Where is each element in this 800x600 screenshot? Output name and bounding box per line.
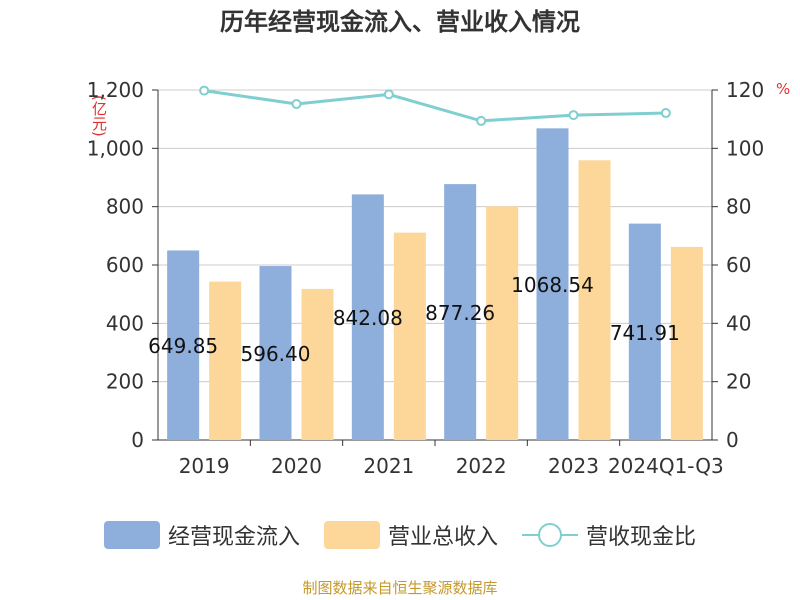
- y-right-tick-label: 120: [726, 78, 764, 102]
- y-left-tick-label: 200: [106, 370, 144, 394]
- y-left-tick-label: 600: [106, 253, 144, 277]
- series-line-ratio: [203, 89, 666, 123]
- right-axis-unit: %: [776, 80, 791, 98]
- legend-label-cash-inflow: 经营现金流入: [167, 525, 300, 550]
- legend-item-revenue[interactable]: 营业总收入: [323, 519, 498, 551]
- data-label-cash-inflow: 596.40: [241, 342, 311, 366]
- y-right-tick-label: 20: [726, 370, 751, 394]
- data-label-cash-inflow: 1068.54: [511, 273, 594, 297]
- point-ratio: [476, 115, 487, 126]
- bar-cash-inflow: [444, 184, 477, 440]
- bar-revenue: [209, 281, 242, 440]
- point-ratio: [199, 85, 210, 96]
- bar-cash-inflow: [259, 266, 292, 440]
- y-left-tick-label: 800: [106, 195, 144, 219]
- legend-swatch-revenue: [323, 521, 380, 549]
- y-right-tick-label: 40: [726, 311, 751, 335]
- y-right-tick-label: 100: [726, 136, 764, 160]
- x-tick-label: 2024Q1-Q3: [608, 454, 724, 478]
- data-source-note: 制图数据来自恒生聚源数据库: [302, 579, 498, 597]
- data-label-cash-inflow: 877.26: [425, 301, 495, 325]
- x-tick-label: 2023: [548, 454, 599, 478]
- y-right-tick-label: 80: [726, 195, 751, 219]
- bar-cash-inflow: [628, 223, 661, 440]
- bar-revenue: [393, 232, 426, 440]
- chart-title: 历年经营现金流入、营业收入情况: [220, 8, 580, 36]
- data-label-cash-inflow: 649.85: [148, 334, 218, 358]
- chart-legend: 经营现金流入 营业总收入 营收现金比: [0, 515, 800, 555]
- x-tick-label: 2021: [363, 454, 414, 478]
- bar-cash-inflow: [167, 250, 200, 440]
- point-ratio: [383, 89, 394, 100]
- bar-revenue: [486, 206, 519, 440]
- x-tick-label: 2022: [456, 454, 507, 478]
- bar-revenue: [670, 246, 703, 440]
- legend-item-ratio[interactable]: 营收现金比: [522, 519, 696, 551]
- point-ratio: [568, 110, 579, 121]
- bar-revenue: [578, 160, 611, 440]
- y-right-tick-label: 0: [726, 428, 739, 452]
- y-left-tick-label: 400: [106, 311, 144, 335]
- bar-cash-inflow: [536, 128, 569, 440]
- legend-item-cash-inflow[interactable]: 经营现金流入: [103, 519, 300, 551]
- bar-revenue: [301, 288, 334, 440]
- y-left-tick-label: 1,200: [87, 78, 144, 102]
- left-axis-unit: (亿元): [90, 95, 108, 137]
- x-tick-label: 2019: [179, 454, 230, 478]
- y-left-tick-label: 0: [131, 428, 144, 452]
- legend-swatch-cash-inflow: [103, 521, 160, 549]
- legend-label-ratio: 营收现金比: [586, 525, 697, 550]
- point-ratio: [291, 99, 302, 109]
- data-label-cash-inflow: 741.91: [610, 321, 680, 345]
- point-ratio: [660, 108, 671, 119]
- data-label-cash-inflow: 842.08: [333, 306, 403, 330]
- x-tick-label: 2020: [271, 454, 322, 478]
- y-right-tick-label: 60: [726, 253, 751, 277]
- legend-label-revenue: 营业总收入: [387, 525, 498, 550]
- y-left-tick-label: 1,000: [87, 136, 144, 160]
- legend-swatch-ratio: [522, 521, 578, 549]
- bar-cash-inflow: [351, 194, 384, 440]
